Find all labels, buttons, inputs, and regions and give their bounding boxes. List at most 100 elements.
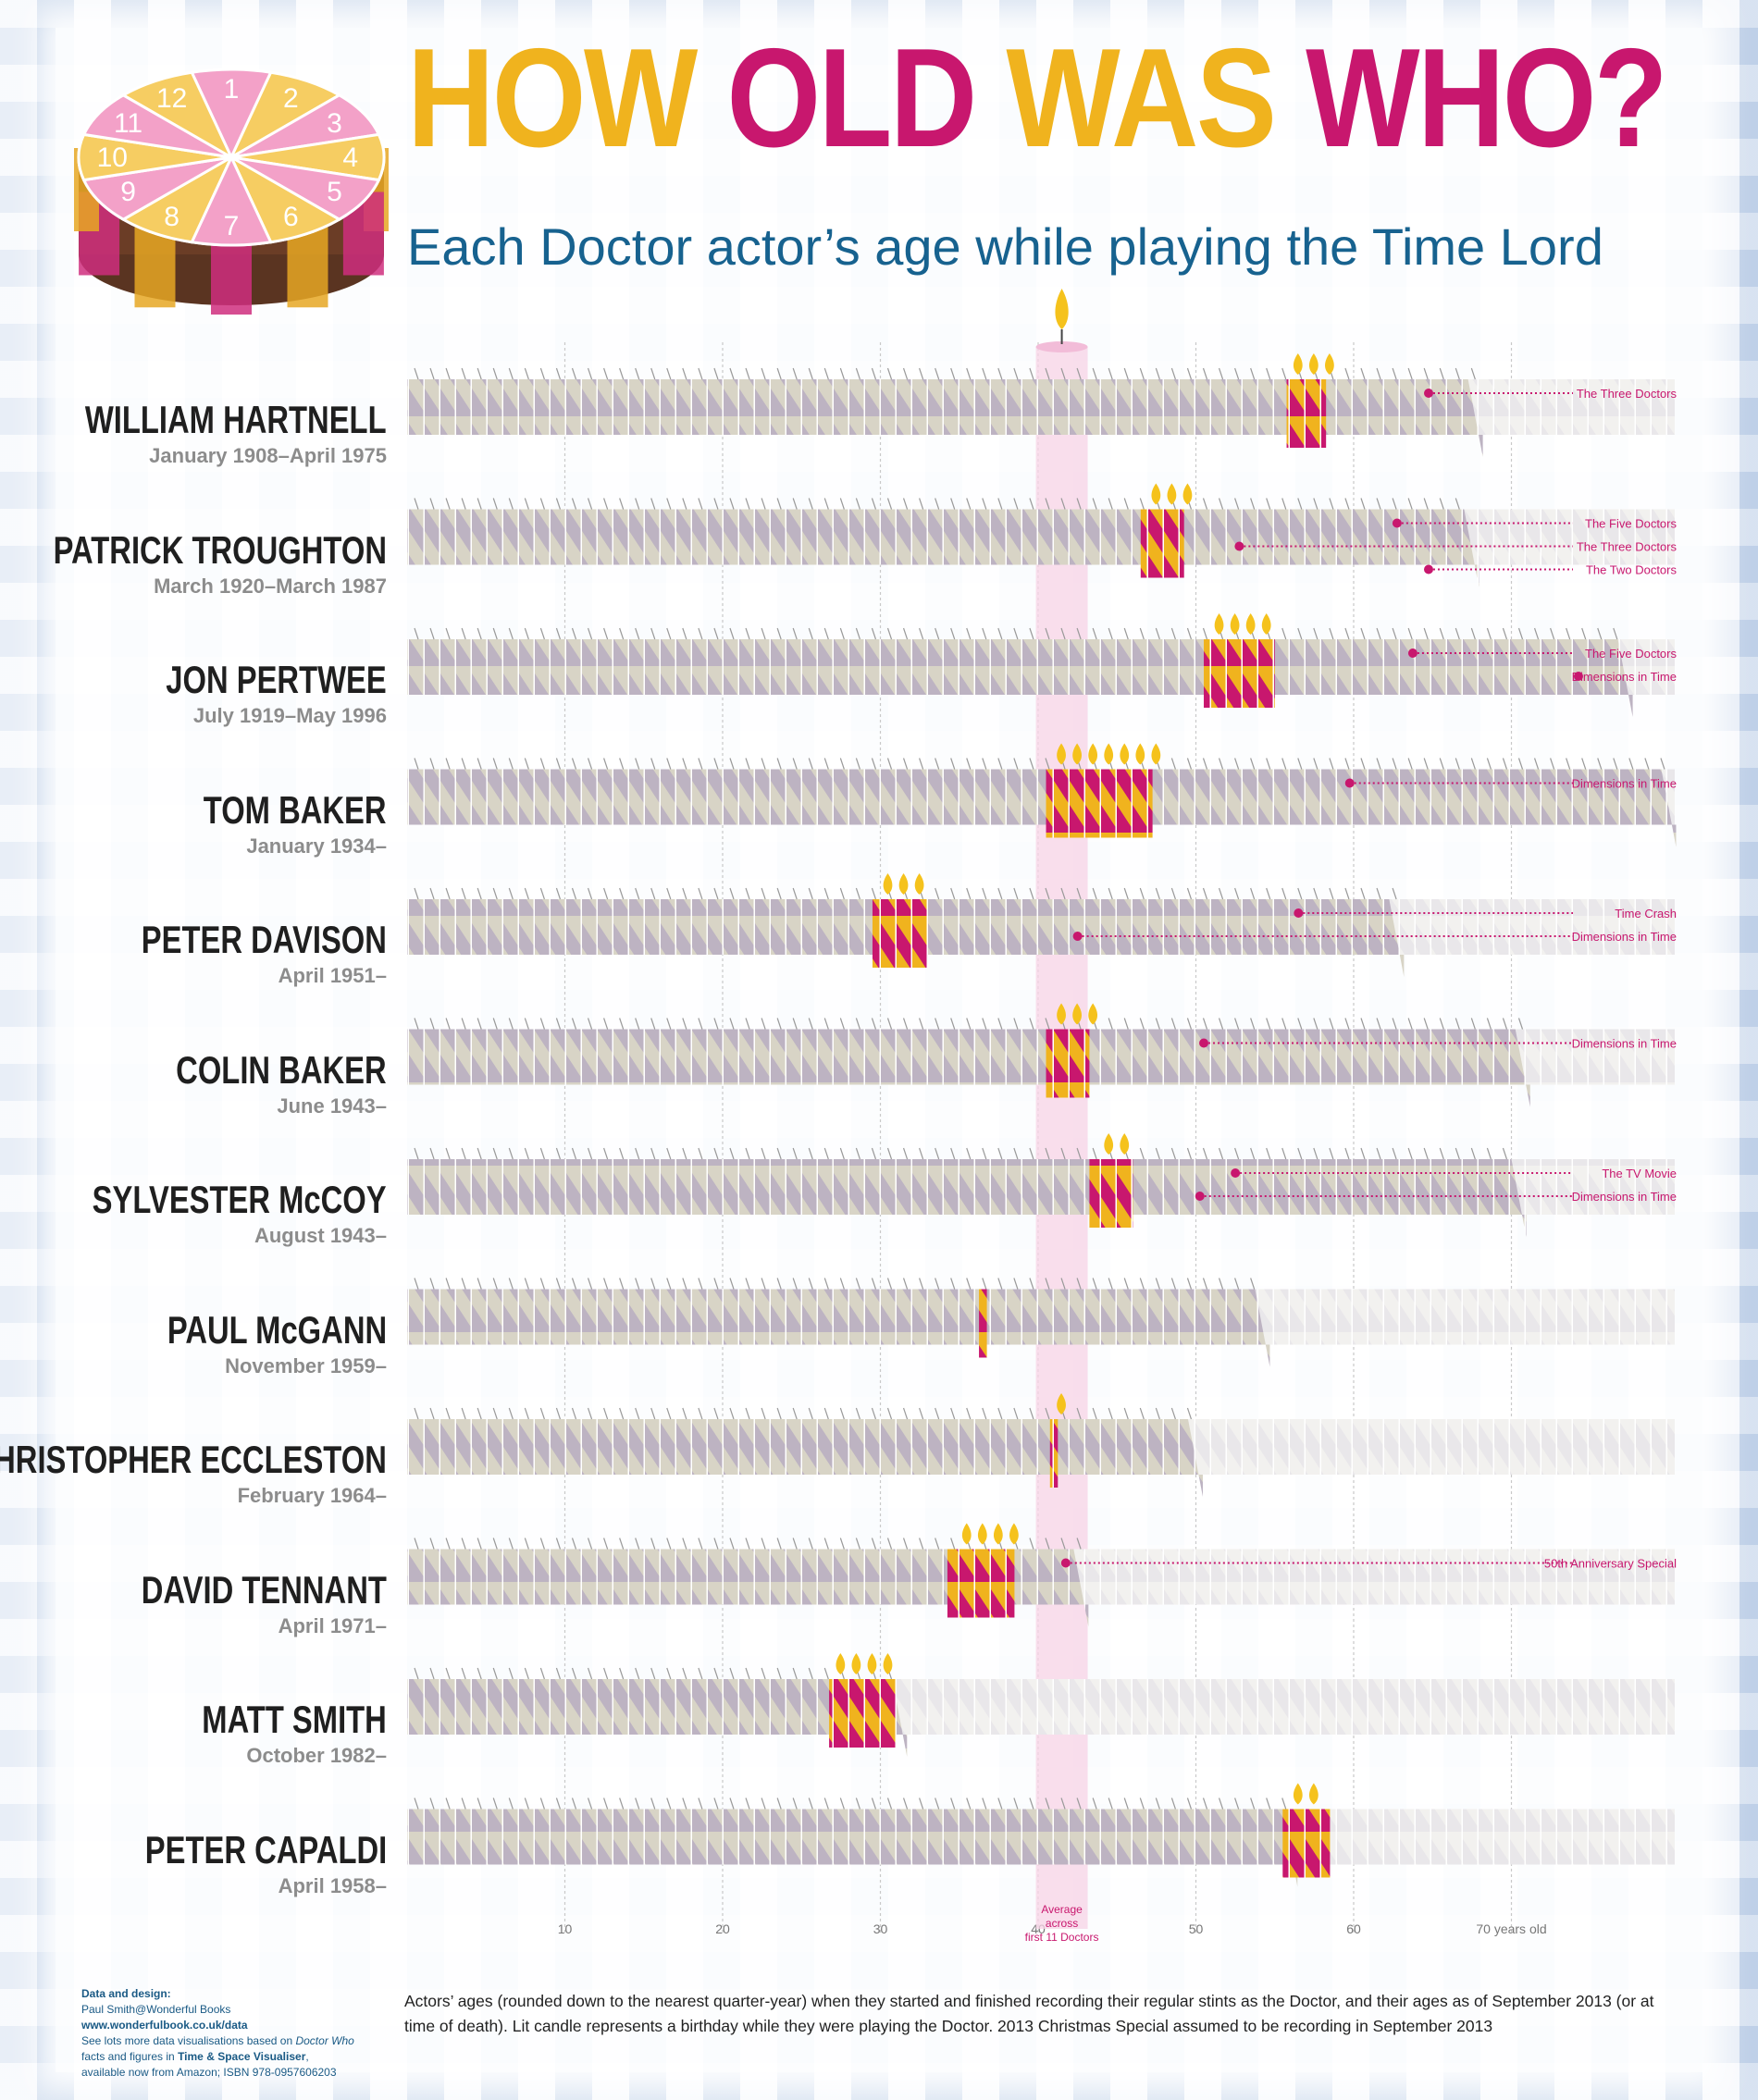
candle-wick	[1582, 759, 1586, 770]
candle-wick	[699, 1279, 702, 1290]
candle-wick	[1014, 368, 1018, 379]
candle-wick	[462, 759, 465, 770]
lit-candle-flame-icon	[1120, 1133, 1129, 1155]
candle-wick	[604, 1538, 608, 1550]
candle-wick	[872, 1408, 875, 1419]
candle-wick	[493, 1538, 497, 1550]
candle-wick	[477, 1148, 481, 1159]
candle-wick	[556, 499, 560, 510]
candle-wick	[446, 1538, 450, 1550]
candle-wick	[667, 1538, 671, 1550]
candle-wick	[809, 759, 812, 770]
candle-wick	[1282, 888, 1286, 899]
candle-wick	[761, 759, 765, 770]
candle-wick	[904, 368, 908, 379]
candle-wick	[1267, 888, 1270, 899]
doctor-dates: March 1920–March 1987	[154, 574, 387, 599]
candle-wick	[477, 1408, 481, 1419]
candle-wick	[525, 1148, 528, 1159]
candle-wick	[1014, 1148, 1018, 1159]
candle-wick	[588, 759, 592, 770]
lit-candle-flame-icon	[1262, 613, 1271, 635]
candle-wick	[1124, 1408, 1128, 1419]
candle-wick	[1503, 1019, 1506, 1030]
candle-wick	[667, 1408, 671, 1419]
candle-wick	[761, 368, 765, 379]
candle-wick	[477, 1279, 481, 1290]
candle-wick	[1204, 1019, 1207, 1030]
candle-wick	[525, 1538, 528, 1550]
candle-wick	[430, 888, 434, 899]
candle-wick	[793, 1019, 797, 1030]
candle-wick	[1219, 1148, 1223, 1159]
candle-wick	[998, 1798, 1002, 1810]
candle-wick	[998, 888, 1002, 899]
candle-wick	[1251, 888, 1255, 899]
candle-wick	[840, 368, 844, 379]
candle-wick	[509, 368, 513, 379]
candle-wick	[525, 888, 528, 899]
candle-wick	[620, 1279, 624, 1290]
candle-wick	[509, 1798, 513, 1810]
candle-wick	[1156, 368, 1159, 379]
candle-wick	[588, 1019, 592, 1030]
candle-wick	[1267, 368, 1270, 379]
candle-wick	[1030, 628, 1034, 639]
candle-wick	[1330, 1019, 1333, 1030]
candle-wick	[824, 499, 828, 510]
candle-wick	[1219, 368, 1223, 379]
candle-wick	[651, 628, 655, 639]
candle-wick	[540, 1798, 544, 1810]
lit-candle-flame-icon	[884, 873, 893, 895]
candle-wick	[604, 1148, 608, 1159]
lit-candle-flame-icon	[1294, 353, 1303, 375]
candle-wick	[1124, 1279, 1128, 1290]
candle-wick	[714, 1538, 718, 1550]
credits-url[interactable]: www.wonderfulbook.co.uk/data	[81, 2019, 248, 2032]
candle-wick	[430, 628, 434, 639]
candle-wick	[856, 759, 860, 770]
candle-wick	[540, 1408, 544, 1419]
candle-wick	[493, 888, 497, 899]
candle-wick	[872, 759, 875, 770]
candle-wick	[493, 1148, 497, 1159]
candle-wick	[1267, 1148, 1270, 1159]
candle-wick	[1551, 628, 1554, 639]
candle-wick	[651, 1019, 655, 1030]
candle-wick	[525, 368, 528, 379]
candle-wick	[1093, 888, 1096, 899]
candle-wick	[540, 499, 544, 510]
candle-wick	[920, 1019, 923, 1030]
candle-wick	[525, 759, 528, 770]
candle-wick	[1093, 368, 1096, 379]
candle-wick	[604, 759, 608, 770]
candle-wick	[1014, 888, 1018, 899]
candle-wick	[446, 759, 450, 770]
candle-wick	[1108, 1019, 1112, 1030]
doctor-dates: January 1908–April 1975	[149, 444, 387, 468]
candle-wick	[935, 628, 939, 639]
life-bar	[407, 639, 1633, 717]
doctor-dates: April 1951–	[279, 964, 387, 988]
candle-wick	[1171, 1019, 1175, 1030]
candle-wick	[1267, 759, 1270, 770]
candle-wick	[1267, 1798, 1270, 1810]
candle-wick	[714, 628, 718, 639]
candle-wick	[446, 1148, 450, 1159]
candle-wick	[856, 368, 860, 379]
candle-wick	[746, 888, 749, 899]
candle-wick	[636, 759, 639, 770]
candle-wick	[730, 1668, 734, 1679]
candle-wick	[730, 1538, 734, 1550]
candle-wick	[1235, 888, 1239, 899]
candle-wick	[809, 888, 812, 899]
candle-wick	[1251, 1798, 1255, 1810]
candle-wick	[904, 1538, 908, 1550]
lit-candle-flame-icon	[1135, 744, 1145, 765]
candle-wick	[1566, 759, 1570, 770]
doctor-name: PAUL McGANN	[167, 1308, 387, 1353]
candle-wick	[1377, 888, 1380, 899]
candle-wick	[667, 888, 671, 899]
candle-wick	[888, 1798, 892, 1810]
lit-candle-flame-icon	[978, 1524, 987, 1545]
